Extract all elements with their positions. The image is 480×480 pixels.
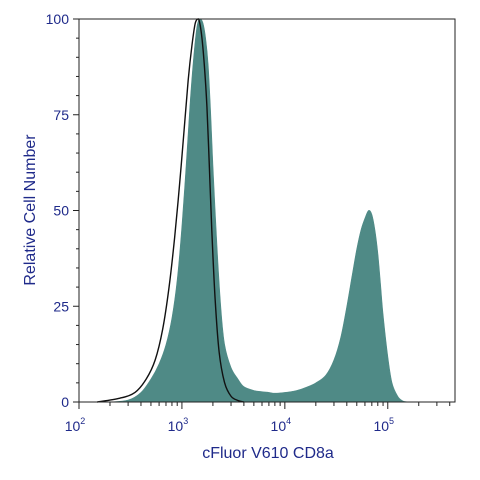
x-tick-label: 102 xyxy=(65,416,86,434)
y-axis-title: Relative Cell Number xyxy=(22,134,39,286)
x-tick-label: 103 xyxy=(168,416,189,434)
series-outline-histogram xyxy=(97,18,245,403)
y-tick-label: 25 xyxy=(53,298,69,314)
x-tick-label: 105 xyxy=(373,416,394,434)
series-layer xyxy=(97,18,409,403)
y-tick-label: 75 xyxy=(53,107,69,123)
y-tick-label: 0 xyxy=(61,394,69,410)
x-tick-label: 104 xyxy=(271,416,292,434)
y-tick-label: 100 xyxy=(46,11,70,27)
axes-layer: 0 25 50 75 100 102 103 104 105 xyxy=(46,11,456,434)
series-filled-histogram xyxy=(109,18,409,403)
y-tick-label: 50 xyxy=(53,203,69,219)
plot-frame xyxy=(78,18,456,403)
x-axis-title: cFluor V610 CD8a xyxy=(202,445,334,462)
